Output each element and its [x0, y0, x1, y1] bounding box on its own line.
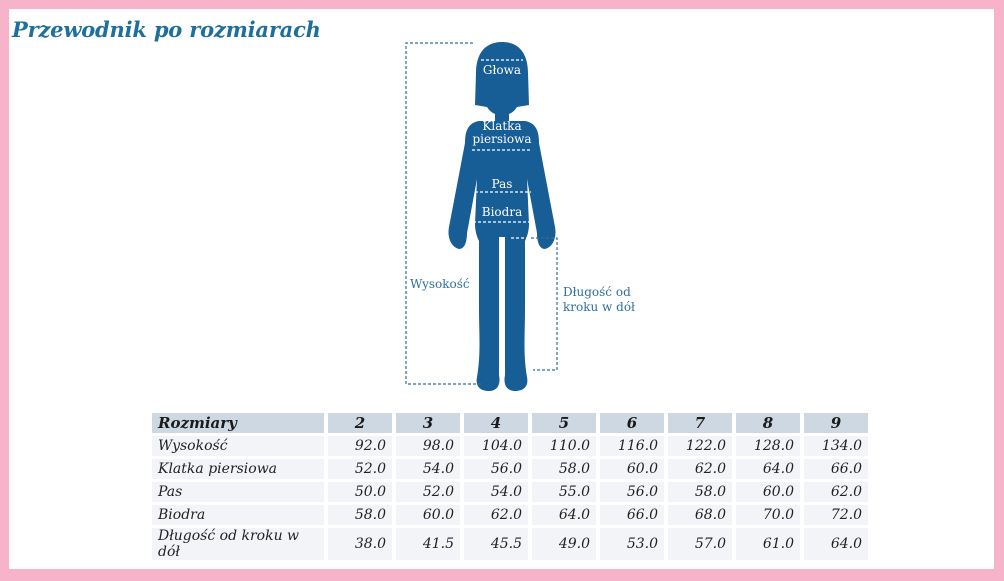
table-cell: 58.0 — [328, 505, 392, 525]
label-inseam-line2: kroku w dół — [563, 300, 635, 314]
table-cell: 56.0 — [464, 459, 528, 479]
table-cell: 60.0 — [736, 482, 800, 502]
table-cell: 110.0 — [532, 436, 596, 456]
row-label: Pas — [152, 482, 324, 502]
header-size: 9 — [804, 413, 868, 433]
table-cell: 68.0 — [668, 505, 732, 525]
table-cell: 92.0 — [328, 436, 392, 456]
table-cell: 122.0 — [668, 436, 732, 456]
table-cell: 56.0 — [600, 482, 664, 502]
row-label: Klatka piersiowa — [152, 459, 324, 479]
table-cell: 49.0 — [532, 528, 596, 560]
outer-measure-lines — [405, 42, 558, 385]
table-row: Długość od kroku w dół 38.0 41.5 45.5 49… — [152, 528, 868, 560]
table-cell: 62.0 — [668, 459, 732, 479]
table-cell: 45.5 — [464, 528, 528, 560]
table-cell: 50.0 — [328, 482, 392, 502]
table-cell: 128.0 — [736, 436, 800, 456]
label-chest-line2: piersiowa — [472, 132, 531, 146]
header-sizes-label: Rozmiary — [152, 413, 324, 433]
table-cell: 98.0 — [396, 436, 460, 456]
header-size: 3 — [396, 413, 460, 433]
table-cell: 55.0 — [532, 482, 596, 502]
table-cell: 41.5 — [396, 528, 460, 560]
table-cell: 54.0 — [396, 459, 460, 479]
table-row: Pas 50.0 52.0 54.0 55.0 56.0 58.0 60.0 6… — [152, 482, 868, 502]
row-label: Długość od kroku w dół — [152, 528, 324, 560]
table-cell: 134.0 — [804, 436, 868, 456]
table-cell: 64.0 — [736, 459, 800, 479]
size-table: Rozmiary 2 3 4 5 6 7 8 9 Wysokość 92.0 9… — [148, 410, 872, 563]
table-cell: 62.0 — [804, 482, 868, 502]
label-height: Wysokość — [410, 277, 470, 291]
header-size: 8 — [736, 413, 800, 433]
header-size: 5 — [532, 413, 596, 433]
label-inseam-line1: Długość od — [563, 285, 631, 299]
label-chest-line1: Klatka — [482, 119, 521, 133]
table-cell: 53.0 — [600, 528, 664, 560]
table-cell: 54.0 — [464, 482, 528, 502]
row-label: Wysokość — [152, 436, 324, 456]
label-waist: Pas — [492, 177, 513, 191]
table-cell: 104.0 — [464, 436, 528, 456]
table-cell: 66.0 — [804, 459, 868, 479]
table-cell: 72.0 — [804, 505, 868, 525]
header-size: 7 — [668, 413, 732, 433]
table-cell: 52.0 — [396, 482, 460, 502]
silhouette-diagram: Głowa Klatka piersiowa Pas Biodra Wysoko… — [405, 42, 635, 391]
table-cell: 61.0 — [736, 528, 800, 560]
table-cell: 62.0 — [464, 505, 528, 525]
table-cell: 58.0 — [532, 459, 596, 479]
table-cell: 60.0 — [396, 505, 460, 525]
table-cell: 38.0 — [328, 528, 392, 560]
body-figure: Głowa Klatka piersiowa Pas Biodra Wysoko… — [9, 9, 994, 409]
table-cell: 64.0 — [804, 528, 868, 560]
table-cell: 116.0 — [600, 436, 664, 456]
row-label: Biodra — [152, 505, 324, 525]
table-row: Biodra 58.0 60.0 62.0 64.0 66.0 68.0 70.… — [152, 505, 868, 525]
table-cell: 66.0 — [600, 505, 664, 525]
table-row: Wysokość 92.0 98.0 104.0 110.0 116.0 122… — [152, 436, 868, 456]
table-cell: 70.0 — [736, 505, 800, 525]
header-size: 2 — [328, 413, 392, 433]
page-title: Przewodnik po rozmiarach — [12, 17, 321, 42]
table-cell: 60.0 — [600, 459, 664, 479]
header-size: 6 — [600, 413, 664, 433]
label-head: Głowa — [483, 63, 521, 77]
size-table-header-row: Rozmiary 2 3 4 5 6 7 8 9 — [152, 413, 868, 433]
table-cell: 58.0 — [668, 482, 732, 502]
table-cell: 52.0 — [328, 459, 392, 479]
header-size: 4 — [464, 413, 528, 433]
label-hips: Biodra — [482, 205, 522, 219]
body-measure-lines — [472, 59, 531, 239]
table-row: Klatka piersiowa 52.0 54.0 56.0 58.0 60.… — [152, 459, 868, 479]
size-guide-panel: Przewodnik po rozmiarach — [9, 9, 994, 569]
table-cell: 64.0 — [532, 505, 596, 525]
table-cell: 57.0 — [668, 528, 732, 560]
